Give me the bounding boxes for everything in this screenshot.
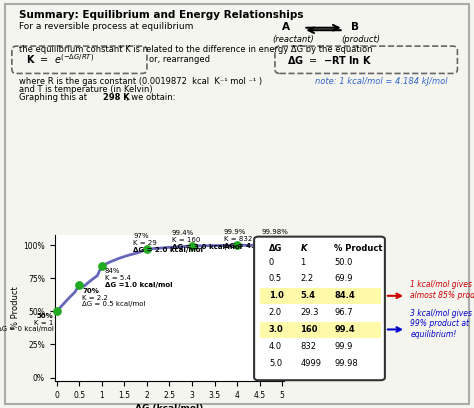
Text: 3.0: 3.0 (269, 325, 283, 334)
Point (98, 263, 106, 269)
Text: 69.9: 69.9 (334, 275, 353, 284)
Text: 2.2: 2.2 (301, 275, 314, 284)
Text: A: A (282, 22, 290, 33)
Point (143, 246, 151, 253)
Text: Graphing this at: Graphing this at (19, 93, 90, 102)
Text: 160: 160 (301, 325, 318, 334)
Point (278, 242, 286, 248)
Text: where R is the gas constant (0.0019872  kcal  K⁻¹ mol ⁻¹ ): where R is the gas constant (0.0019872 k… (19, 77, 262, 86)
Text: 298 K: 298 K (103, 93, 130, 102)
Text: K = 160: K = 160 (172, 237, 200, 243)
Text: 5.4: 5.4 (301, 291, 316, 300)
Y-axis label: % Product: % Product (11, 287, 20, 329)
Text: 3 kcal/mol gives you
99% product at
equilibrium!: 3 kcal/mol gives you 99% product at equi… (410, 309, 474, 339)
Text: K = 1: K = 1 (34, 319, 54, 326)
Text: 832: 832 (301, 342, 317, 351)
Text: or, rearranged: or, rearranged (149, 55, 210, 64)
Text: 99.9%: 99.9% (224, 229, 246, 235)
Text: 29.3: 29.3 (301, 308, 319, 317)
Text: 50.0: 50.0 (334, 258, 353, 267)
Text: ΔG: ΔG (269, 244, 282, 253)
Text: $\mathbf{K}$  =  $e^{(-\Delta G/RT)}$: $\mathbf{K}$ = $e^{(-\Delta G/RT)}$ (26, 53, 94, 67)
Text: 96.7: 96.7 (334, 308, 353, 317)
Text: the equilibrium constant K is related to the difference in energy ΔG by the equa: the equilibrium constant K is related to… (19, 45, 373, 54)
Text: For a reversible process at equilibrium: For a reversible process at equilibrium (19, 22, 193, 31)
Text: 97%: 97% (133, 233, 149, 239)
Text: 5.0: 5.0 (269, 359, 282, 368)
Point (188, 243, 196, 249)
Text: note: 1 kcal/mol = 4.184 kJ/mol: note: 1 kcal/mol = 4.184 kJ/mol (315, 77, 448, 86)
Text: K = 29: K = 29 (133, 240, 157, 246)
FancyBboxPatch shape (275, 46, 457, 73)
Text: 1: 1 (301, 258, 306, 267)
FancyBboxPatch shape (12, 46, 147, 73)
Text: (product): (product) (341, 35, 380, 44)
Text: 99.4: 99.4 (334, 325, 355, 334)
Text: 0: 0 (269, 258, 274, 267)
Text: % Product: % Product (334, 244, 383, 253)
Text: $\mathbf{\Delta G}$  =  $\mathbf{-RT\ ln\ K}$: $\mathbf{\Delta G}$ = $\mathbf{-RT\ ln\ … (287, 53, 372, 66)
FancyBboxPatch shape (5, 4, 469, 404)
Text: ΔG =1.0 kcal/mol: ΔG =1.0 kcal/mol (105, 282, 173, 288)
Text: 0.5: 0.5 (269, 275, 282, 284)
Text: 84%: 84% (105, 268, 120, 275)
Text: ΔG = 3.0 kcal/mol: ΔG = 3.0 kcal/mol (172, 244, 242, 250)
Text: 99.98%: 99.98% (262, 229, 289, 235)
Point (233, 242, 241, 248)
FancyBboxPatch shape (260, 322, 381, 337)
Text: K = 2.2: K = 2.2 (82, 295, 109, 301)
Text: 70%: 70% (82, 288, 100, 294)
X-axis label: ΔG (kcal/mol): ΔG (kcal/mol) (136, 404, 203, 408)
Text: ΔG = 5.0 kcal/mol: ΔG = 5.0 kcal/mol (262, 243, 332, 249)
Text: 1 kcal/mol gives
almost 85% product!: 1 kcal/mol gives almost 85% product! (410, 280, 474, 300)
Text: K = 832: K = 832 (224, 236, 252, 242)
Text: 99.4%: 99.4% (172, 230, 194, 236)
FancyBboxPatch shape (254, 237, 385, 380)
Text: Summary: Equilibrium and Energy Relationships: Summary: Equilibrium and Energy Relation… (19, 10, 303, 20)
Text: 99.9: 99.9 (334, 342, 353, 351)
FancyBboxPatch shape (260, 288, 381, 304)
Text: 1.0: 1.0 (269, 291, 284, 300)
Text: (reactant): (reactant) (273, 35, 314, 44)
Text: 50%: 50% (37, 313, 54, 319)
Text: 4.0: 4.0 (269, 342, 282, 351)
Text: B: B (351, 22, 359, 33)
Text: ΔG = 2.0 kcal/mol: ΔG = 2.0 kcal/mol (133, 247, 203, 253)
Text: ΔG = 4.0 kcal/mol: ΔG = 4.0 kcal/mol (224, 243, 294, 249)
Point (53, 308, 61, 315)
Text: 99.98: 99.98 (334, 359, 358, 368)
Text: 84.4: 84.4 (334, 291, 355, 300)
Text: K = 5000: K = 5000 (262, 236, 295, 242)
Point (75, 282, 83, 288)
Text: ΔG = 0.5 kcal/mol: ΔG = 0.5 kcal/mol (82, 302, 146, 307)
Text: 4999: 4999 (301, 359, 321, 368)
Text: , we obtain:: , we obtain: (126, 93, 175, 102)
Text: and T is temperature (in Kelvin): and T is temperature (in Kelvin) (19, 85, 153, 94)
Text: K: K (301, 244, 307, 253)
Text: K = 5.4: K = 5.4 (105, 275, 131, 282)
Text: ΔG = 0 kcal/mol: ΔG = 0 kcal/mol (0, 326, 54, 333)
Text: 2.0: 2.0 (269, 308, 282, 317)
